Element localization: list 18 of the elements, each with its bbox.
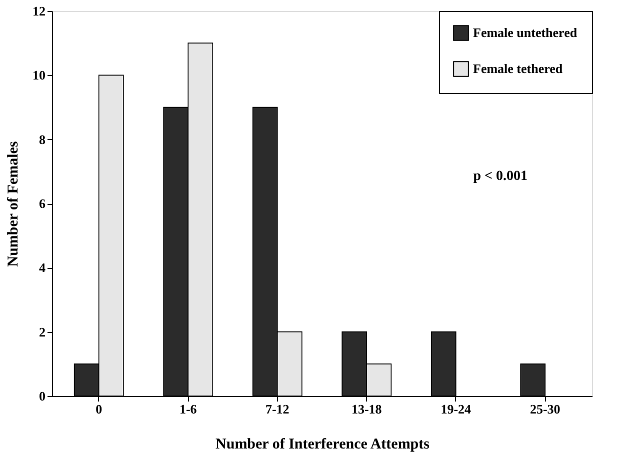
x-tick-label: 0 <box>96 402 102 416</box>
y-tick-label: 10 <box>32 68 46 83</box>
x-tick-label: 19-24 <box>440 402 472 416</box>
legend-label: Female untethered <box>473 25 578 40</box>
y-tick-label: 0 <box>39 388 46 404</box>
y-tick-label: 6 <box>39 196 46 211</box>
x-tick-label: 25-30 <box>530 402 560 416</box>
y-tick-label: 12 <box>32 4 46 18</box>
y-tick-label: 8 <box>39 132 46 147</box>
x-tick-label: 13-18 <box>351 402 382 416</box>
y-axis-title: Number of Females <box>6 141 22 267</box>
legend-label: Female tethered <box>473 61 564 76</box>
annotation: p < 0.001 <box>473 169 528 184</box>
x-tick-label: 7-12 <box>265 402 290 416</box>
x-tick-label: 1-6 <box>179 402 198 416</box>
x-axis-title: Number of Interference Attempts <box>216 436 430 452</box>
y-tick-label: 2 <box>39 324 46 340</box>
y-tick-label: 4 <box>39 260 46 276</box>
